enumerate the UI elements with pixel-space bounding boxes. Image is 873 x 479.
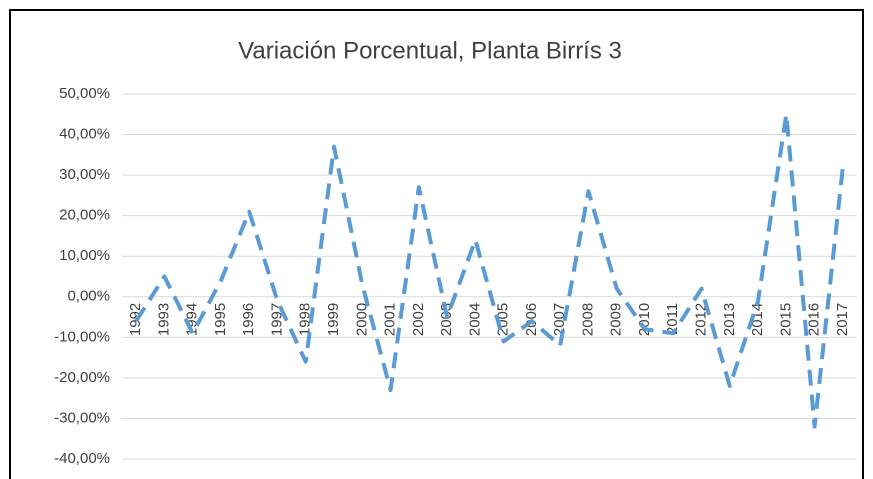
x-tick-label: 2009 (608, 303, 625, 336)
x-tick-label: 2000 (353, 303, 370, 336)
y-tick-label: 20,00% (59, 207, 110, 224)
y-tick-label: 30,00% (59, 166, 110, 183)
x-tick-label: 2003 (438, 303, 455, 336)
y-tick-label: 10,00% (59, 247, 110, 264)
x-tick-label: 2013 (721, 303, 738, 336)
x-tick-label: 2015 (777, 303, 794, 336)
x-tick-label: 1999 (325, 303, 342, 336)
x-tick-label: 2007 (551, 303, 568, 336)
y-tick-label: 0,00% (67, 288, 110, 305)
x-tick-label: 1993 (155, 303, 172, 336)
data-line (134, 112, 845, 429)
y-tick-label: -30,00% (54, 409, 110, 426)
x-tick-label: 2002 (410, 303, 427, 336)
x-tick-label: 2012 (692, 303, 709, 336)
x-tick-label: 1998 (297, 303, 314, 336)
y-tick-label: -10,00% (54, 328, 110, 345)
x-tick-label: 2011 (664, 303, 681, 335)
x-tick-label: 1996 (240, 303, 257, 336)
y-tick-label: 50,00% (59, 85, 110, 102)
chart-title: Variación Porcentual, Planta Birrís 3 (238, 37, 622, 64)
x-tick-label: 2001 (382, 303, 399, 336)
y-tick-label: 40,00% (59, 126, 110, 143)
x-tick-label: 2004 (466, 303, 483, 336)
y-tick-label: -40,00% (54, 450, 110, 467)
x-tick-label: 2014 (749, 303, 766, 336)
x-tick-label: 2017 (834, 303, 851, 336)
frame (9, 9, 864, 479)
x-tick-label: 1995 (212, 303, 229, 336)
y-tick-label: -20,00% (54, 369, 110, 386)
x-tick-label: 2016 (806, 303, 823, 336)
x-tick-label: 2008 (579, 303, 596, 336)
